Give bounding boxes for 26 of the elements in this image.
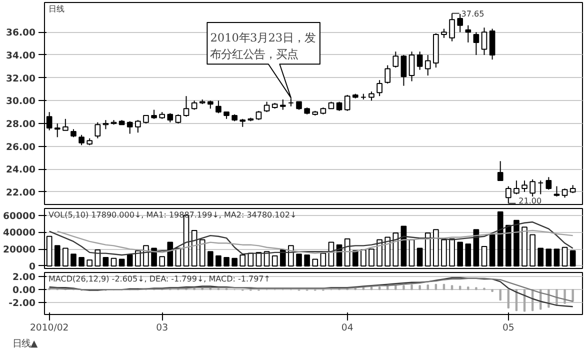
y-tick-label: 26.00: [6, 142, 36, 153]
x-tick-label: 2010/02: [30, 322, 69, 334]
y-tick-label: 2.00: [12, 272, 36, 283]
x-tick-label: 04: [341, 322, 354, 334]
y-tick-label: 0.00: [12, 285, 36, 296]
chart-title: 日线: [48, 4, 64, 14]
y-tick-label: 32.00: [6, 73, 36, 84]
y-tick-label: 34.00: [6, 50, 36, 62]
y-tick-label: 36.00: [6, 28, 36, 39]
y-tick-label: 20000: [3, 244, 36, 256]
annotation: 37.65: [461, 9, 484, 18]
y-tick-label: 40000: [3, 228, 36, 239]
y-tick-label: 22.00: [6, 187, 36, 198]
y-tick-label: 0: [29, 261, 36, 272]
y-tick-label: 60000: [3, 210, 36, 222]
annotation: 2010年3月23日，发布分红公告，买点: [210, 30, 316, 62]
y-tick-label: 30.00: [6, 96, 36, 108]
x-tick-label: 05: [502, 322, 514, 334]
x-tick-label: 03: [156, 322, 168, 334]
text: 日线▲: [12, 338, 38, 349]
y-tick-label: -2.00: [8, 298, 36, 310]
chart-title: MACD(26,12,9) -2.605↓, DEA: -1.799↓, MACD: -1.797↑: [48, 274, 270, 284]
chart-title: VOL(5,10) 17890.000↓, MA1: 19887.199↓, MA2: 34780.102↓: [48, 210, 297, 220]
annotation: 21.00: [518, 196, 542, 206]
y-tick-label: 28.00: [6, 118, 36, 130]
y-tick-label: 24.00: [6, 164, 36, 176]
